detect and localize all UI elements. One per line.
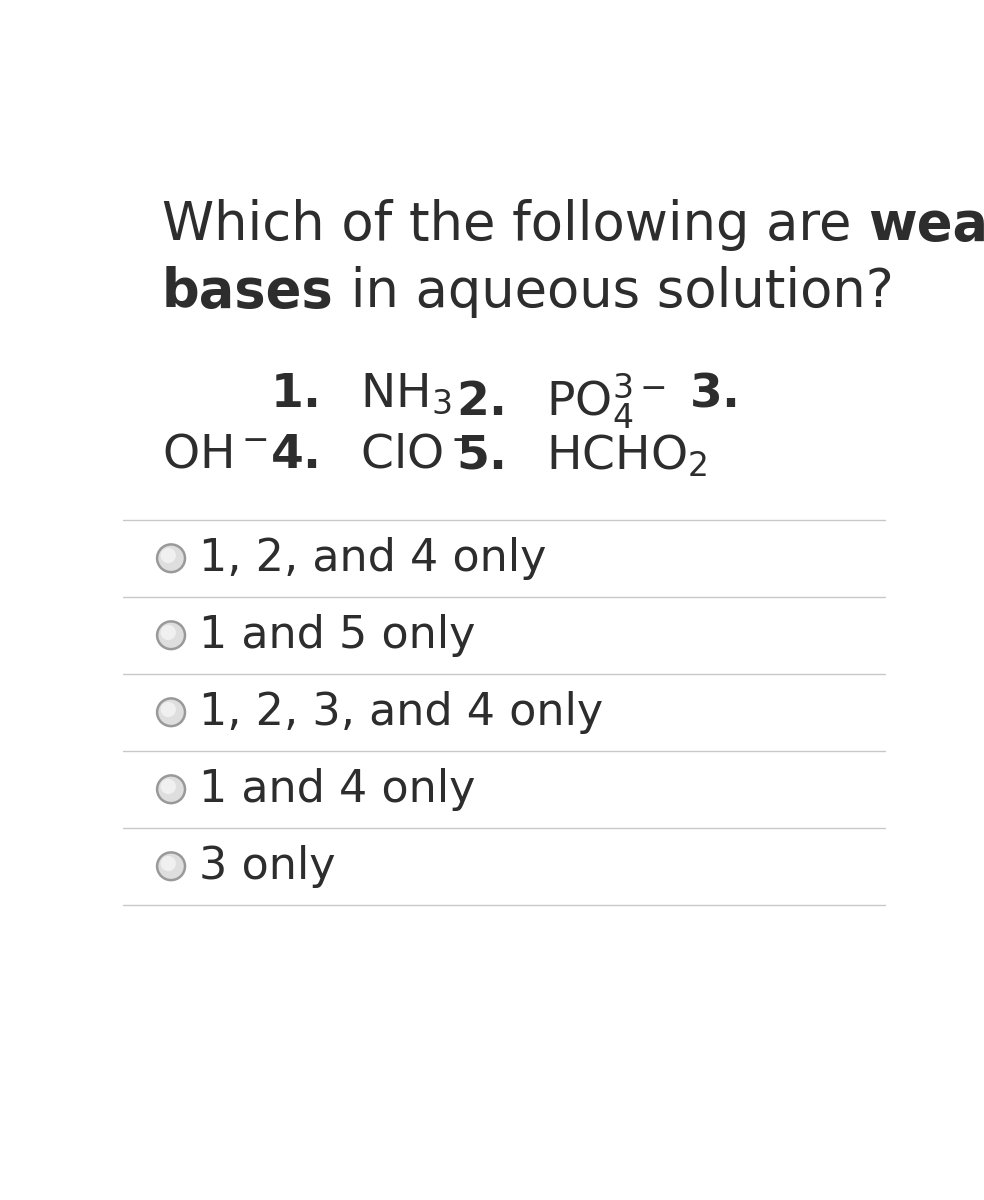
Text: 1, 2, and 4 only: 1, 2, and 4 only	[199, 536, 546, 580]
Circle shape	[157, 622, 185, 649]
Circle shape	[157, 698, 185, 726]
Circle shape	[160, 779, 176, 794]
Text: 1 and 5 only: 1 and 5 only	[199, 613, 475, 656]
Circle shape	[160, 856, 176, 871]
Text: $\mathrm{OH^-}$: $\mathrm{OH^-}$	[161, 433, 268, 478]
Circle shape	[160, 548, 176, 563]
Text: 3 only: 3 only	[199, 845, 336, 888]
Text: $\mathbf{1.}$  $\mathrm{NH_3}$: $\mathbf{1.}$ $\mathrm{NH_3}$	[271, 371, 452, 416]
Circle shape	[157, 775, 185, 803]
Text: $\mathbf{2.}$  $\mathrm{PO_4^{3-}}$: $\mathbf{2.}$ $\mathrm{PO_4^{3-}}$	[457, 371, 666, 431]
Text: $\mathbf{4.}$  $\mathrm{ClO^-}$: $\mathbf{4.}$ $\mathrm{ClO^-}$	[271, 433, 476, 478]
Circle shape	[157, 545, 185, 572]
Circle shape	[157, 852, 185, 880]
Circle shape	[160, 625, 176, 640]
Text: bases: bases	[161, 265, 334, 318]
Text: weak: weak	[868, 199, 984, 252]
Circle shape	[160, 702, 176, 718]
Text: Which of the following are: Which of the following are	[161, 199, 868, 252]
Text: 1, 2, 3, and 4 only: 1, 2, 3, and 4 only	[199, 691, 603, 733]
Text: $\mathbf{5.}$  $\mathrm{HCHO_2}$: $\mathbf{5.}$ $\mathrm{HCHO_2}$	[457, 433, 707, 479]
Text: $\mathbf{3.}$: $\mathbf{3.}$	[689, 371, 737, 416]
Text: in aqueous solution?: in aqueous solution?	[334, 265, 893, 318]
Text: 1 and 4 only: 1 and 4 only	[199, 768, 475, 811]
